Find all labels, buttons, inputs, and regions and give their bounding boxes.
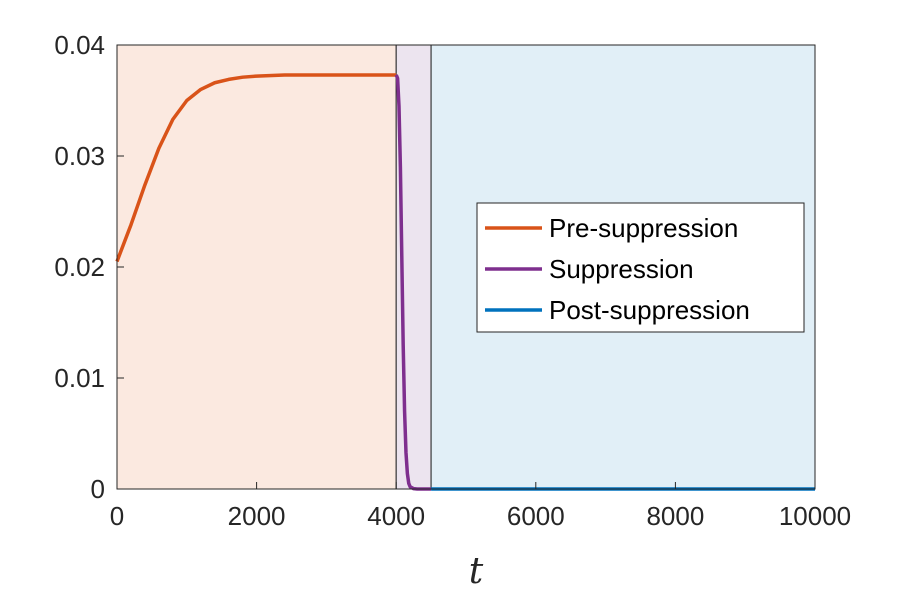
y-tick-label: 0 xyxy=(91,474,105,504)
y-tick-label: 0.04 xyxy=(54,30,105,60)
x-tick-label: 4000 xyxy=(367,501,425,531)
x-tick-label: 6000 xyxy=(507,501,565,531)
x-axis-title: t xyxy=(469,551,484,592)
legend-label-0: Pre-suppression xyxy=(549,213,738,243)
y-tick-label: 0.02 xyxy=(54,252,105,282)
x-tick-label: 10000 xyxy=(779,501,851,531)
y-tick-label: 0.03 xyxy=(54,141,105,171)
x-tick-label: 8000 xyxy=(646,501,704,531)
x-tick-label: 2000 xyxy=(228,501,286,531)
legend: Pre-suppression Suppression Post-suppressi… xyxy=(476,202,805,333)
series-line-0 xyxy=(115,73,397,263)
region-0 xyxy=(116,44,397,490)
legend-label-1: Suppression xyxy=(549,254,694,284)
x-tick-label: 0 xyxy=(110,501,124,531)
y-tick-label: 0.01 xyxy=(54,363,105,393)
legend-label-2: Post-suppression xyxy=(549,295,750,325)
y-axis-ticks: 0 0.01 0.02 0.03 0.04 xyxy=(54,30,124,504)
x-axis-ticks: 0 2000 4000 6000 8000 10000 xyxy=(110,482,851,531)
